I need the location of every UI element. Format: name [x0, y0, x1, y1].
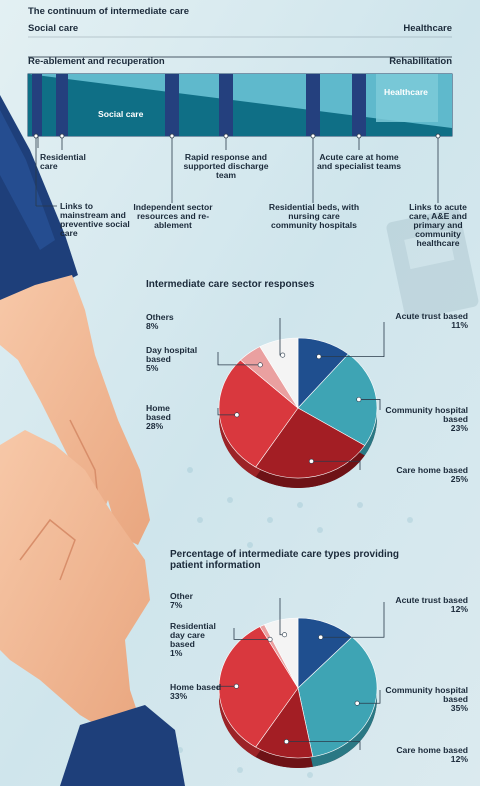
item-residential-care: Residential care	[40, 152, 86, 172]
pie2-leader-community-hospital	[357, 690, 381, 704]
pie2-dot-day-hospital	[267, 636, 273, 642]
pie2-title: Percentage of intermediate care types pr…	[170, 549, 399, 571]
item-residential-beds: Residential beds, with nursing care comm…	[268, 202, 360, 231]
pie2-leader-home	[217, 685, 237, 690]
pie2-slice-home	[218, 626, 299, 748]
pie1-leader-care-home	[311, 460, 361, 470]
pie2-slice-care-home	[255, 687, 314, 759]
pie1-slice-home	[218, 359, 299, 468]
pie1-slice-care-home	[255, 407, 366, 479]
healthcare-label: Healthcare	[403, 23, 452, 34]
pie1-label-acute: Acute trust based 11%	[395, 311, 468, 331]
pie1-dot-others	[280, 352, 286, 358]
sleeve-bottom	[60, 705, 185, 786]
item-links-acute: Links to acute care, A&E and primary and…	[409, 202, 467, 249]
pie2-leader-care-home	[286, 741, 361, 750]
pie1-label-dayhospital: Day hospital based 5%	[146, 345, 198, 374]
pie1-label-others: Others 8%	[146, 312, 174, 332]
rehabilitation-label: Rehabilitation	[389, 56, 452, 67]
pie2-dot-home	[233, 683, 239, 689]
pie1-dot-care-home	[308, 458, 314, 464]
pie1-dot-community-hospital	[356, 396, 362, 402]
continuum-bar	[27, 73, 453, 137]
item-independent-sector: Independent sector resources and re-able…	[133, 202, 213, 231]
pie2-label-residential: Residential day care based 1%	[170, 621, 216, 659]
pie1-label-home: Home based 28%	[146, 403, 171, 432]
pie-chart-1	[217, 318, 385, 488]
pie1-dot-home	[234, 412, 240, 418]
bar-healthcare-label: Healthcare	[384, 87, 428, 97]
pie2-label-acute: Acute trust based 12%	[395, 595, 468, 615]
pie1-leader-acute-trust	[318, 322, 385, 358]
pie2-leader-day-hospital	[233, 628, 271, 640]
bar-social-care-label: Social care	[98, 109, 144, 119]
item-links-mainstream: Links to mainstream and preventive socia…	[60, 201, 130, 239]
monitor-illustration	[386, 208, 479, 321]
pie2-label-other: Other 7%	[170, 591, 193, 611]
pie2-dot-care-home	[283, 739, 289, 745]
pie2-dot-community-hospital	[354, 700, 360, 706]
pie2-dot-others	[282, 632, 288, 638]
pie1-label-carehome: Care home based 25%	[396, 465, 468, 485]
pie1-title: Intermediate care sector responses	[146, 279, 315, 290]
pie1-dot-acute-trust	[316, 354, 322, 360]
pie1-leader-community-hospital	[358, 399, 381, 410]
upper-hand	[0, 275, 150, 545]
pie2-slice-others	[263, 617, 299, 689]
reablement-label: Re-ablement and recuperation	[28, 56, 165, 67]
pie1-label-community: Community hospital based 23%	[385, 405, 468, 434]
pie2-slice-community-hospital	[297, 636, 378, 758]
blanket-pattern	[177, 467, 413, 778]
pie2-slice-acute-trust	[297, 617, 353, 689]
chart-title: The continuum of intermediate care	[28, 6, 189, 17]
pie1-dot-day-hospital	[257, 362, 263, 368]
pie2-label-home: Home based 33%	[170, 682, 222, 702]
pie1-leader-day-hospital	[217, 352, 261, 366]
pie1-slice-others	[259, 337, 299, 410]
lower-hand	[0, 430, 150, 730]
pie1-slice-community-hospital	[297, 353, 378, 446]
pie-chart-2	[217, 598, 385, 769]
item-acute-care-home: Acute care at home and specialist teams	[316, 152, 402, 172]
pie2-dot-acute-trust	[318, 634, 324, 640]
pie2-label-community: Community hospital based 35%	[385, 685, 468, 714]
pie2-leader-acute-trust	[320, 602, 385, 638]
item-rapid-response: Rapid response and supported discharge t…	[183, 152, 269, 181]
pie2-label-carehome: Care home based 12%	[396, 745, 468, 765]
pie1-leader-home	[217, 408, 237, 416]
social-care-label: Social care	[28, 23, 79, 34]
